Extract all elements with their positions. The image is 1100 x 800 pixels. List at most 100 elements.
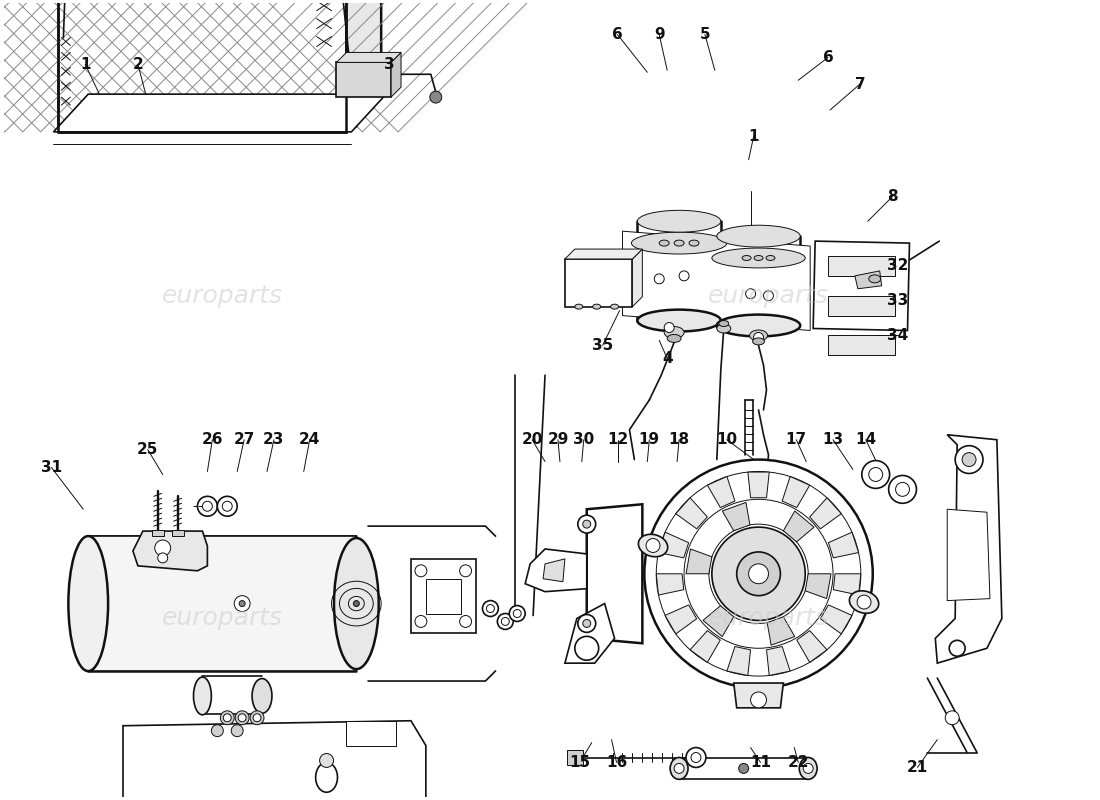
- Text: 5: 5: [700, 27, 711, 42]
- Text: 8: 8: [888, 189, 898, 204]
- Polygon shape: [828, 256, 894, 276]
- Circle shape: [763, 290, 773, 301]
- Circle shape: [583, 520, 591, 528]
- Circle shape: [460, 565, 472, 577]
- Circle shape: [157, 553, 167, 563]
- Circle shape: [202, 502, 212, 511]
- Polygon shape: [54, 94, 386, 132]
- Circle shape: [691, 753, 701, 762]
- Polygon shape: [767, 617, 795, 645]
- Ellipse shape: [68, 536, 108, 671]
- Text: 27: 27: [233, 432, 255, 447]
- Text: 2: 2: [132, 57, 143, 72]
- Circle shape: [218, 496, 238, 516]
- Polygon shape: [748, 472, 769, 498]
- Circle shape: [353, 601, 360, 606]
- Polygon shape: [805, 574, 830, 598]
- Text: 25: 25: [138, 442, 158, 457]
- Polygon shape: [58, 0, 346, 132]
- Circle shape: [686, 747, 706, 767]
- Circle shape: [578, 515, 596, 533]
- Circle shape: [234, 596, 250, 611]
- Ellipse shape: [638, 534, 668, 557]
- Circle shape: [749, 564, 769, 584]
- Text: 20: 20: [521, 432, 542, 447]
- Circle shape: [654, 274, 664, 284]
- Text: 17: 17: [785, 432, 806, 447]
- Circle shape: [962, 453, 976, 466]
- Ellipse shape: [749, 330, 768, 341]
- Text: 9: 9: [653, 27, 664, 42]
- Text: 13: 13: [823, 432, 844, 447]
- Circle shape: [575, 636, 598, 660]
- Polygon shape: [525, 549, 586, 592]
- Ellipse shape: [689, 240, 698, 246]
- Text: 24: 24: [299, 432, 320, 447]
- Circle shape: [155, 540, 170, 556]
- Ellipse shape: [575, 304, 583, 309]
- Circle shape: [664, 322, 674, 333]
- Ellipse shape: [717, 324, 730, 333]
- Circle shape: [502, 618, 509, 626]
- Polygon shape: [935, 434, 1002, 663]
- Polygon shape: [152, 530, 164, 536]
- Circle shape: [220, 711, 234, 725]
- Polygon shape: [727, 646, 750, 675]
- Text: 10: 10: [716, 432, 737, 447]
- Circle shape: [803, 763, 813, 774]
- Polygon shape: [703, 606, 734, 637]
- Text: 1: 1: [80, 57, 90, 72]
- Circle shape: [250, 711, 264, 725]
- Polygon shape: [337, 53, 401, 62]
- Ellipse shape: [670, 758, 688, 779]
- Polygon shape: [690, 630, 721, 662]
- Circle shape: [684, 499, 833, 648]
- Polygon shape: [565, 259, 632, 306]
- Ellipse shape: [593, 304, 601, 309]
- Polygon shape: [734, 683, 783, 708]
- Polygon shape: [337, 62, 392, 97]
- Polygon shape: [828, 335, 894, 355]
- Ellipse shape: [668, 334, 681, 342]
- Circle shape: [253, 714, 261, 722]
- Text: 11: 11: [750, 755, 771, 770]
- Text: europarts: europarts: [162, 606, 283, 630]
- Text: 29: 29: [548, 432, 569, 447]
- Polygon shape: [723, 502, 750, 530]
- Text: 31: 31: [41, 460, 62, 475]
- Ellipse shape: [637, 310, 720, 331]
- Polygon shape: [767, 646, 790, 675]
- Polygon shape: [172, 530, 184, 536]
- Text: 15: 15: [569, 755, 591, 770]
- Circle shape: [430, 91, 442, 103]
- Text: 19: 19: [639, 432, 660, 447]
- Polygon shape: [666, 605, 696, 634]
- Circle shape: [869, 467, 882, 482]
- Ellipse shape: [659, 240, 669, 246]
- Circle shape: [486, 605, 494, 613]
- Circle shape: [889, 475, 916, 503]
- Text: europarts: europarts: [708, 284, 829, 308]
- Circle shape: [211, 725, 223, 737]
- Text: 34: 34: [887, 328, 909, 343]
- Circle shape: [239, 601, 245, 606]
- Polygon shape: [834, 574, 861, 595]
- Polygon shape: [623, 231, 811, 330]
- Polygon shape: [88, 536, 356, 671]
- Text: 6: 6: [823, 50, 834, 65]
- Circle shape: [645, 459, 872, 688]
- Ellipse shape: [869, 275, 881, 283]
- Polygon shape: [586, 504, 642, 643]
- Ellipse shape: [334, 538, 378, 669]
- Text: 35: 35: [592, 338, 614, 353]
- Polygon shape: [783, 511, 814, 542]
- Circle shape: [739, 763, 749, 774]
- Polygon shape: [659, 532, 689, 558]
- Text: 32: 32: [887, 258, 909, 274]
- Polygon shape: [543, 559, 565, 582]
- Text: 33: 33: [887, 293, 909, 308]
- Circle shape: [483, 601, 498, 617]
- Ellipse shape: [755, 255, 763, 261]
- Ellipse shape: [674, 240, 684, 246]
- Circle shape: [674, 763, 684, 774]
